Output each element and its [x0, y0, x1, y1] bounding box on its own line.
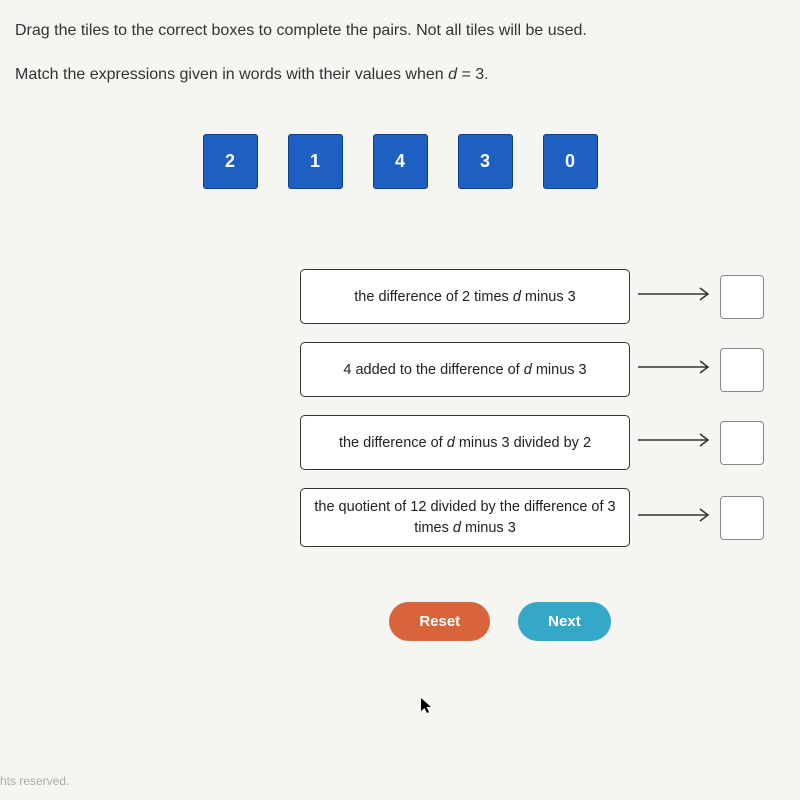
- tile[interactable]: 0: [543, 134, 598, 189]
- drop-target[interactable]: [720, 496, 764, 540]
- drop-target[interactable]: [720, 275, 764, 319]
- arrow-icon: [630, 357, 720, 382]
- pair-row: the difference of d minus 3 divided by 2: [300, 415, 785, 470]
- cursor-icon: [420, 697, 434, 720]
- drop-target[interactable]: [720, 348, 764, 392]
- instructions-text: Drag the tiles to the correct boxes to c…: [15, 20, 785, 42]
- next-button[interactable]: Next: [518, 602, 611, 641]
- tile[interactable]: 2: [203, 134, 258, 189]
- buttons-row: Reset Next: [215, 602, 785, 641]
- reset-button[interactable]: Reset: [389, 602, 490, 641]
- footer-text: hts reserved.: [0, 774, 69, 788]
- drop-target[interactable]: [720, 421, 764, 465]
- tile[interactable]: 4: [373, 134, 428, 189]
- arrow-icon: [630, 505, 720, 530]
- expression-box: 4 added to the difference of d minus 3: [300, 342, 630, 397]
- tile[interactable]: 3: [458, 134, 513, 189]
- pair-row: the quotient of 12 divided by the differ…: [300, 488, 785, 547]
- tile[interactable]: 1: [288, 134, 343, 189]
- pair-row: the difference of 2 times d minus 3: [300, 269, 785, 324]
- arrow-icon: [630, 430, 720, 455]
- expression-box: the difference of d minus 3 divided by 2: [300, 415, 630, 470]
- tiles-row: 2 1 4 3 0: [15, 134, 785, 189]
- arrow-icon: [630, 284, 720, 309]
- subtitle-text: Match the expressions given in words wit…: [15, 66, 785, 84]
- expression-box: the quotient of 12 divided by the differ…: [300, 488, 630, 547]
- pairs-container: the difference of 2 times d minus 3 4 ad…: [300, 269, 785, 547]
- expression-box: the difference of 2 times d minus 3: [300, 269, 630, 324]
- pair-row: 4 added to the difference of d minus 3: [300, 342, 785, 397]
